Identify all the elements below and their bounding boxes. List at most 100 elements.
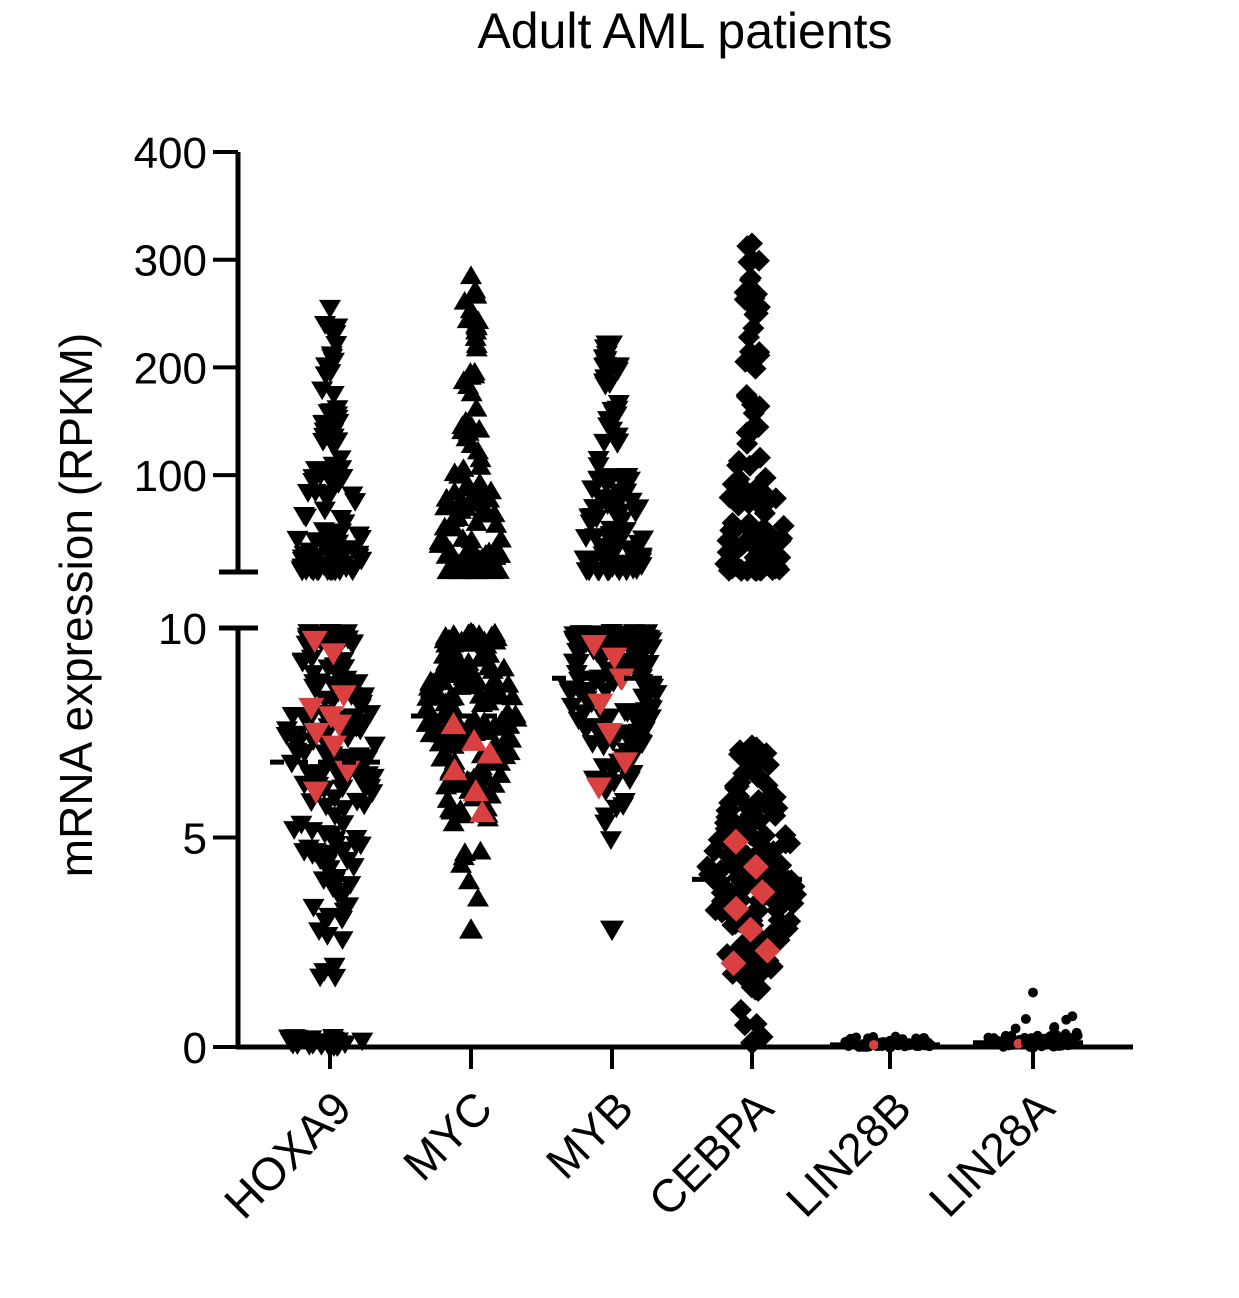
data-point [452,458,475,477]
data-point [465,334,488,353]
highlight-point [330,685,357,708]
highlight-point [301,630,328,653]
data-point [342,858,365,877]
data-point [347,526,370,546]
data-point [460,621,482,641]
data-point [487,682,510,702]
x-tick-label: LIN28B [776,1081,921,1226]
data-point [483,669,506,689]
data-point [483,503,506,523]
x-tick-label: CEBPA [638,1081,783,1226]
data-point [615,726,638,746]
x-tick-label: MYC [393,1081,502,1190]
data-point [321,561,344,581]
data-point [353,687,376,707]
data-point [347,548,370,568]
median-lines [270,675,1093,1048]
data-point [469,840,492,860]
data-points [275,232,1083,1059]
data-point [479,480,502,500]
data-point [579,514,602,534]
data-point [316,535,339,555]
data-point [415,697,438,717]
data-point [323,789,346,809]
data-point [326,318,349,338]
data-point [610,483,633,503]
data-point [747,249,770,272]
data-point [770,854,793,877]
data-point [738,454,761,477]
data-point [733,1014,756,1037]
data-point [729,998,752,1021]
data-point [312,522,335,541]
data-point [344,836,367,855]
data-point [465,512,488,531]
data-point [302,898,325,918]
data-point [439,639,462,659]
highlight-point [303,723,330,746]
data-point [753,502,776,525]
highlight-point [334,760,361,783]
data-point [294,508,317,528]
axes: 0 5 10 100 200 300 400 [134,129,1133,1073]
data-point [475,767,498,787]
data-point [587,451,610,470]
data-point [428,732,451,752]
data-point [863,1033,873,1044]
data-point [484,537,507,556]
data-point [349,698,372,718]
data-point [575,562,598,581]
data-point [577,684,600,703]
data-point [593,433,616,453]
data-point [601,623,623,643]
data-point [450,558,473,578]
data-point [601,335,623,355]
data-point [311,381,334,401]
data-point [738,269,761,292]
data-point [911,1033,922,1044]
data-point [291,652,314,672]
data-point [342,708,365,728]
data-point [319,623,341,643]
data-point [600,920,624,942]
data-point [353,796,376,816]
data-point [330,523,353,543]
data-point [560,697,583,717]
data-point [275,721,298,741]
data-point [743,287,766,310]
data-point [466,887,489,907]
series-myb [557,335,668,942]
data-point [592,758,615,777]
data-point [764,804,787,827]
highlight-point [476,741,503,764]
data-point [761,559,784,582]
data-point [741,232,763,255]
data-point [562,680,585,700]
highlight-point [462,779,489,802]
data-point [465,397,488,417]
data-point [334,883,357,902]
highlight-point [580,635,607,658]
data-point [751,834,774,857]
data-point [1028,987,1038,998]
data-point [1010,1023,1021,1034]
highlight-point [749,878,776,905]
data-point [737,251,760,274]
highlight-point [320,643,347,666]
data-point [721,557,744,580]
data-point [435,487,458,507]
data-point [362,768,385,788]
data-point [489,764,512,783]
data-point [715,799,738,822]
data-point [428,531,451,550]
data-point [286,530,309,550]
highlight-point [754,937,781,964]
data-point [470,693,493,713]
series-cebpa [696,232,808,1055]
data-point [742,555,765,578]
data-point [460,382,483,402]
highlight-point [608,668,635,691]
data-point [322,386,345,405]
data-point [314,315,337,335]
